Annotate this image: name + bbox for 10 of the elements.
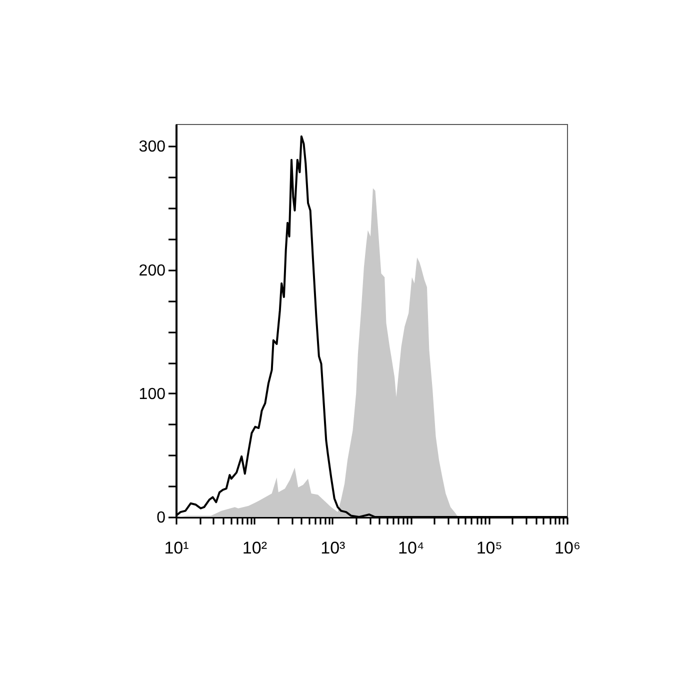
x-tick-label: 10⁴ xyxy=(398,538,424,558)
y-tick-label: 100 xyxy=(138,386,166,403)
x-tick-label: 10⁶ xyxy=(554,538,580,558)
x-tick-label: 10² xyxy=(242,538,268,558)
x-tick-label: 10¹ xyxy=(164,538,190,558)
x-tick-label: 10⁵ xyxy=(476,538,502,558)
y-tick-label: 0 xyxy=(156,510,166,526)
x-tick-label: 10³ xyxy=(320,538,346,558)
y-tick-label: 300 xyxy=(138,138,166,156)
y-tick-label: 200 xyxy=(138,262,166,280)
